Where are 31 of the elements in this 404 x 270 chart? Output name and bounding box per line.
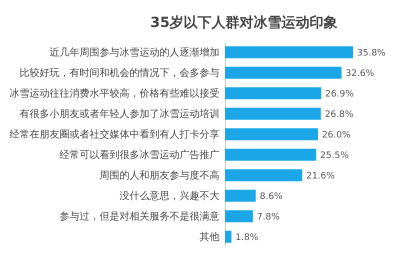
y-tick-label: 比较好玩，有时间和机会的情况下，会多参与 [20,66,220,79]
bar [225,128,318,140]
y-tick-label: 经常在朋友圈或者社交媒体中看到有人打卡分享 [10,128,220,140]
data-label: 21.6% [306,171,336,182]
data-label: 26.9% [325,89,354,100]
data-label: 32.6% [346,68,375,79]
y-tick-label: 冰雪运动往往消费水平较高，价格有些难以接受 [10,87,220,100]
data-label: 26.0% [322,130,351,140]
bar [225,169,302,182]
bar [225,87,322,100]
bar [225,210,253,222]
bar [225,108,321,120]
y-tick-label: 近几年周围参与冰雪运动的人逐渐增加 [50,46,220,58]
bar [225,148,316,161]
bar [225,66,342,79]
data-label: 8.6% [260,192,284,202]
data-label: 25.5% [320,150,350,161]
y-tick-label: 没什么意思，兴趣不大 [120,190,220,202]
y-tick-label: 有很多小朋友或者年轻人参加了冰雪运动培训 [20,108,220,120]
chart-title: 35岁以下人群对冰雪运动印象 [150,15,338,31]
data-label: 1.8% [235,232,259,243]
bar [225,190,256,202]
y-tick-label: 周围的人和朋友参与度不高 [100,169,220,182]
bar [225,230,232,243]
y-tick-label: 其他 [200,230,220,243]
bar [225,46,353,58]
data-label: 35.8% [357,48,386,58]
data-label: 7.8% [256,212,280,222]
y-tick-label: 经常可以看到很多冰雪运动广告推广 [60,148,220,161]
data-label: 26.8% [324,110,354,120]
y-tick-label: 参与过，但是对相关服务不是很满意 [60,210,220,222]
